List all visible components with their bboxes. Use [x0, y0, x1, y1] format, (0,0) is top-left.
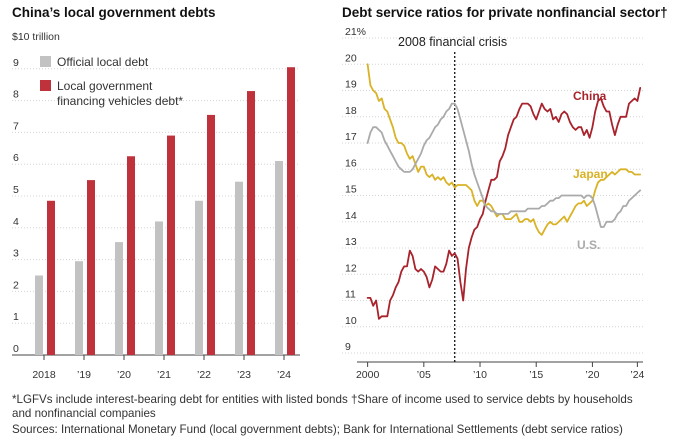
right-chart-title: Debt service ratios for private nonfinan…: [342, 5, 668, 20]
bar-lgfv: [47, 200, 55, 355]
series-label-china: China: [573, 89, 607, 103]
left-y-tick-label: 8: [13, 89, 19, 101]
right-y-tick-label: 14: [345, 210, 357, 222]
left-y-tick-label: 0: [13, 343, 19, 355]
right-y-tick-label: 18: [345, 105, 357, 117]
right-chart-gridlines: [342, 37, 643, 354]
left-chart-bars: [35, 67, 295, 356]
right-y-tick-label: 17: [345, 131, 357, 143]
right-y-tick-label: 9: [345, 341, 351, 353]
left-x-tick-label: ’24: [277, 369, 291, 381]
series-line-china: [366, 87, 642, 320]
right-y-tick-label: 19: [345, 79, 357, 91]
bar-lgfv: [207, 114, 215, 355]
left-x-tick-label: ’23: [237, 369, 251, 381]
right-x-tick-label: ’10: [473, 369, 487, 381]
right-y-tick-label: 13: [345, 236, 357, 248]
legend-swatch-official: [40, 56, 51, 67]
sources-line: Sources: International Monetary Fund (lo…: [12, 423, 623, 436]
bar-lgfv: [87, 180, 95, 355]
right-y-tick-label: 15: [345, 184, 357, 196]
right-y-tick-label: 12: [345, 262, 357, 274]
bar-official: [75, 261, 83, 355]
left-y-tick-label: 2: [13, 279, 19, 291]
left-y-tick-label: 9: [13, 57, 19, 69]
left-x-tick-label: ’20: [117, 369, 131, 381]
legend-label-lgfv-line2: financing vehicles debt*: [57, 94, 183, 108]
bar-official: [115, 242, 123, 355]
left-y-tick-label: 5: [13, 184, 19, 196]
left-chart-legend: Official local debt Local government fin…: [40, 55, 183, 108]
bar-official: [35, 275, 43, 355]
right-y-tick-label: 11: [345, 289, 356, 301]
right-chart-lines: [366, 63, 642, 320]
left-y-tick-label: 3: [13, 248, 19, 260]
right-x-tick-label: ’15: [529, 369, 543, 381]
footnote-line-2: and nonfinancial companies: [12, 407, 156, 420]
series-line-japan: [366, 63, 642, 236]
right-x-tick-label: 2000: [356, 369, 380, 381]
left-y-tick-label: 6: [13, 152, 19, 164]
left-y-tick-label: 7: [13, 120, 19, 132]
bar-lgfv: [127, 156, 135, 355]
left-chart-unit-label: $10 trillion: [12, 31, 60, 43]
bar-official: [195, 200, 203, 355]
bar-lgfv: [167, 135, 175, 355]
series-line-us: [366, 102, 642, 228]
left-x-tick-label: 2018: [32, 369, 56, 381]
bar-official: [275, 161, 283, 355]
series-label-japan: Japan: [573, 167, 608, 181]
right-x-tick-label: ’05: [417, 369, 431, 381]
footnote-line-1: *LGFVs include interest-bearing debt for…: [12, 393, 633, 406]
bar-official: [235, 181, 243, 355]
left-chart-title: China’s local government debts: [12, 5, 216, 20]
right-x-tick-label: ’24: [630, 369, 644, 381]
legend-label-official: Official local debt: [57, 55, 149, 69]
left-x-tick-label: ’21: [157, 369, 171, 381]
crisis-annotation-label: 2008 financial crisis: [398, 35, 507, 49]
left-y-tick-label: 1: [13, 311, 19, 323]
right-y-tick-label: 10: [345, 315, 357, 327]
left-x-tick-label: ’22: [197, 369, 211, 381]
series-label-us: U.S.: [577, 238, 600, 252]
right-y-tick-label: 20: [345, 52, 357, 64]
right-y-tick-label: 16: [345, 157, 357, 169]
right-x-tick-label: ’20: [585, 369, 599, 381]
bar-lgfv: [287, 67, 295, 356]
bar-official: [155, 221, 163, 355]
bar-lgfv: [247, 91, 255, 355]
right-y-tick-label: 21%: [345, 26, 366, 38]
left-y-tick-label: 4: [13, 216, 19, 228]
right-chart-axis: 9 10 11 12 13 14 15 16 17 18 19 20 21% 2000 ’05 ’10 ’15 ’…: [345, 26, 645, 381]
left-x-tick-label: ’19: [77, 369, 91, 381]
left-chart-axis: 0 1 2 3 4 5 6 7 8 9 2018 ’19 ’20 ’21 ’22 ’23 ’24: [13, 57, 291, 381]
legend-label-lgfv-line1: Local government: [57, 79, 153, 93]
legend-swatch-lgfv: [40, 80, 51, 91]
